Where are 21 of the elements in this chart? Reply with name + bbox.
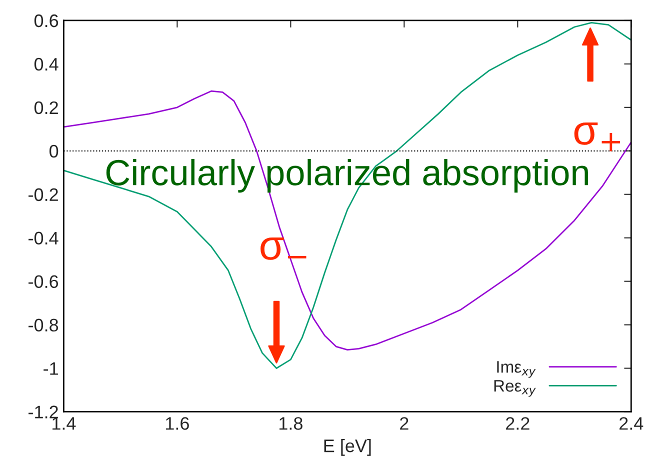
legend-label: Imε$_{xy}$ [497, 361, 536, 378]
y-tick-label: 0.2 [34, 101, 58, 114]
x-tick-label: 1.4 [52, 417, 76, 430]
x-axis-title: E [eV] [324, 438, 371, 456]
y-tick-label: 0.6 [34, 14, 58, 28]
x-tick-label: 1.6 [166, 417, 189, 430]
y-tick-label: 0.4 [34, 58, 58, 71]
line-series [64, 90, 632, 350]
x-tick-label: 2.4 [620, 417, 644, 430]
x-tick-label: 2 [400, 417, 408, 430]
y-tick-label: -1 [44, 362, 58, 375]
y-tick-label: -0.2 [28, 188, 58, 202]
x-tick-label: 1.8 [280, 417, 302, 430]
y-tick-label: -0.6 [28, 275, 58, 288]
y-tick-label: -0.4 [28, 232, 58, 245]
y-tick-label: 0 [50, 144, 58, 158]
y-tick-label: -1.2 [28, 406, 58, 418]
x-tick-label: 2.2 [506, 417, 530, 430]
y-tick-label: -0.8 [28, 318, 58, 332]
legend-label: Reε$_{xy}$ [494, 380, 536, 397]
annotation: σ$_{+}$ [574, 122, 620, 152]
